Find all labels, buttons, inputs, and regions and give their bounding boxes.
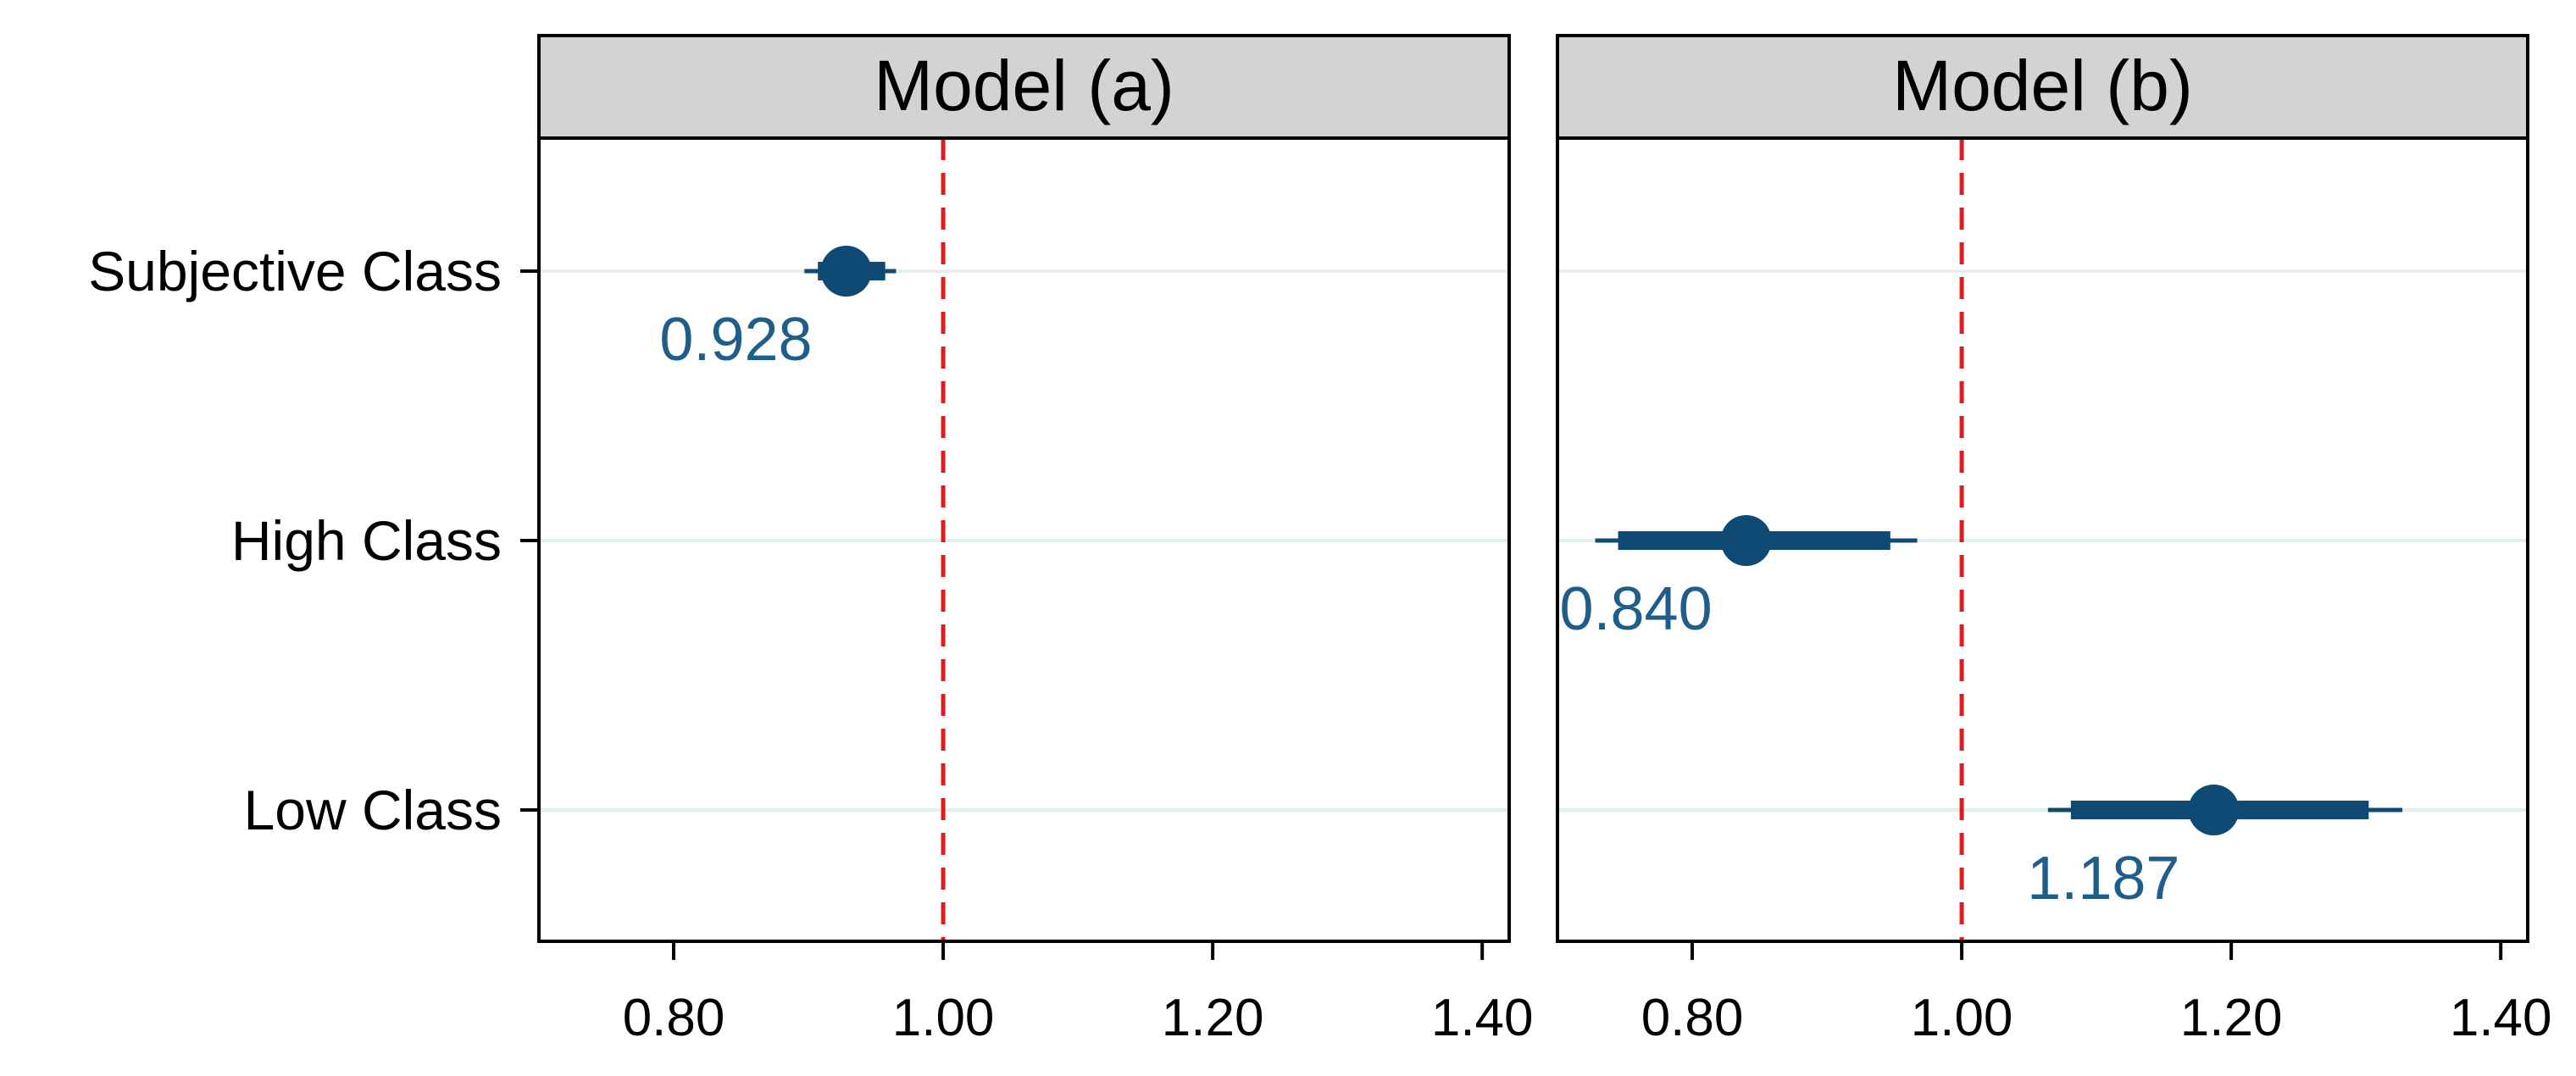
plot-border — [537, 136, 1511, 943]
x-tick-label: 1.20 — [1162, 989, 1264, 1047]
x-tick-label: 1.40 — [2450, 989, 2552, 1047]
row-label: Subjective Class — [88, 240, 502, 302]
point-estimate-marker — [820, 246, 872, 297]
plot-border — [1556, 136, 2529, 943]
value-label: 0.928 — [659, 306, 812, 374]
x-tick-label: 1.00 — [1911, 989, 2013, 1047]
panel-strip — [1556, 34, 2529, 140]
x-tick-label: 0.80 — [1641, 989, 1744, 1047]
panel-title: Model (b) — [1892, 46, 2193, 125]
x-tick-label: 1.40 — [1431, 989, 1534, 1047]
row-label: Low Class — [244, 779, 502, 841]
value-label: 0.840 — [1559, 575, 1712, 643]
point-estimate-marker — [2188, 785, 2240, 835]
x-tick-label: 0.80 — [623, 989, 725, 1047]
point-estimate-marker — [1720, 515, 1772, 566]
value-label: 1.187 — [2027, 845, 2179, 912]
panel-title: Model (a) — [874, 46, 1174, 125]
x-tick-label: 1.00 — [892, 989, 995, 1047]
row-label: High Class — [231, 509, 502, 572]
x-tick-label: 1.20 — [2180, 989, 2283, 1047]
panel-strip — [537, 34, 1511, 140]
